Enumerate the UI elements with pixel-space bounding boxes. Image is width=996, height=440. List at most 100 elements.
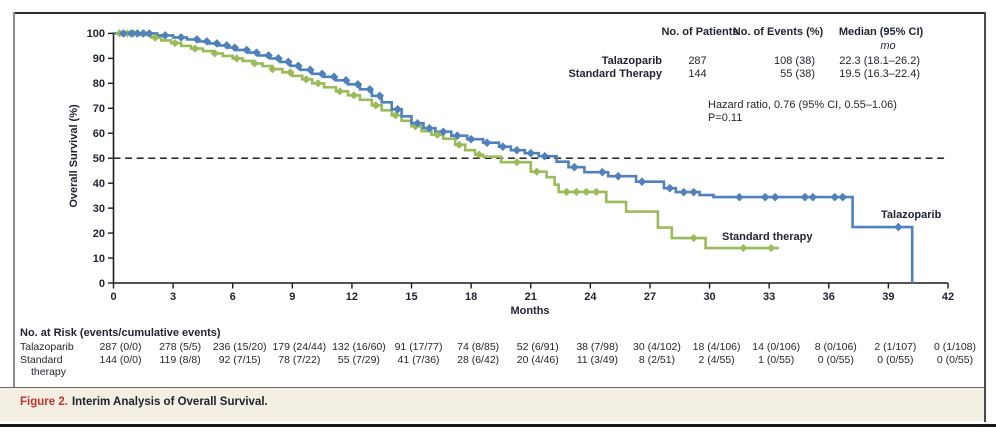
median-unit-note: mo	[880, 40, 896, 52]
censor-mark-talazoparib	[212, 39, 222, 48]
x-tick-label: 21	[525, 291, 537, 303]
censor-mark-standard-therapy	[210, 49, 219, 58]
at-risk-cell: 2 (1/107)	[874, 341, 917, 353]
x-tick-label: 24	[584, 291, 597, 303]
at-risk-cell: 78 (7/22)	[278, 354, 321, 366]
at-risk-cell: 20 (4/46)	[516, 354, 559, 366]
censor-mark-standard-therapy	[314, 79, 323, 88]
censor-mark-talazoparib	[284, 57, 293, 67]
censor-mark-talazoparib	[452, 131, 462, 141]
y-tick-label: 60	[93, 128, 105, 140]
x-tick-label: 39	[882, 291, 894, 303]
standard-curve-label: Standard therapy	[722, 231, 813, 243]
at-risk-cell: 0 (1/108)	[933, 341, 977, 353]
censor-mark-talazoparib	[613, 171, 623, 181]
talazoparib-curve-label: Talazoparib	[881, 209, 942, 221]
x-tick-label: 30	[703, 291, 715, 303]
censor-mark-standard-therapy	[250, 59, 259, 68]
censor-mark-standard-therapy	[349, 91, 359, 100]
censor-mark-talazoparib	[264, 51, 273, 60]
y-tick-label: 40	[93, 178, 105, 190]
hazard-ratio-text: Hazard ratio, 0.76 (95% CI, 0.55–1.06)	[708, 99, 897, 111]
at-risk-cell: 74 (8/85)	[457, 341, 500, 353]
censor-mark-talazoparib	[375, 91, 385, 101]
at-risk-row-label: Talazoparib	[20, 341, 74, 353]
col-header-median: Median (95% CI)	[838, 26, 924, 38]
y-tick-label: 50	[93, 153, 105, 165]
x-tick-label: 33	[763, 291, 775, 303]
at-risk-cell: 0 (0/55)	[877, 354, 914, 366]
figure-caption-text: Interim Analysis of Overall Survival.	[71, 396, 268, 408]
km-curve-standard-therapy	[113, 32, 780, 250]
censor-mark-talazoparib	[144, 29, 154, 38]
censor-mark-standard-therapy	[335, 87, 345, 96]
x-tick-label: 12	[346, 291, 358, 303]
censor-mark-talazoparib	[498, 142, 508, 152]
at-risk-cell: 8 (0/106)	[814, 341, 857, 353]
censor-mark-standard-therapy	[268, 64, 277, 74]
censor-mark-talazoparib	[482, 138, 492, 148]
x-tick-label: 9	[289, 291, 295, 303]
censor-mark-standard-therapy	[170, 39, 180, 48]
y-tick-label: 30	[93, 203, 105, 215]
p-value-text: P=0.11	[708, 112, 743, 124]
censor-mark-talazoparib	[222, 41, 232, 50]
censor-mark-talazoparib	[512, 145, 522, 155]
censor-mark-talazoparib	[808, 192, 818, 202]
censor-mark-standard-therapy	[151, 33, 160, 42]
censor-mark-standard-therapy	[689, 233, 698, 243]
left-rule	[13, 12, 15, 388]
at-risk-cell: 0 (0/55)	[936, 354, 974, 366]
censor-mark-talazoparib	[119, 29, 128, 38]
censor-mark-standard-therapy	[582, 187, 591, 196]
y-tick-label: 0	[99, 278, 105, 290]
censor-mark-standard-therapy	[572, 187, 581, 196]
at-risk-cell: 92 (7/15)	[218, 354, 261, 366]
censor-mark-standard-therapy	[371, 101, 380, 110]
y-tick-label: 100	[87, 28, 105, 40]
row-label-talazoparib: Talazoparib	[601, 55, 662, 67]
y-tick-label: 80	[93, 78, 105, 90]
x-tick-label: 42	[942, 291, 954, 303]
censor-mark-talazoparib	[230, 43, 240, 52]
col-header-patients: No. of Patients	[661, 26, 739, 38]
censor-mark-talazoparib	[329, 72, 339, 82]
censor-mark-talazoparib	[139, 29, 148, 38]
at-risk-title: No. at Risk (events/cumulative events)	[20, 327, 221, 339]
at-risk-cell: 0 (0/55)	[817, 354, 854, 366]
at-risk-cell: 38 (7/98)	[576, 341, 619, 353]
censor-mark-talazoparib	[597, 167, 607, 177]
at-risk-cell: 91 (17/77)	[394, 341, 443, 353]
censor-mark-talazoparib	[305, 65, 315, 75]
at-risk-cell: 132 (16/60)	[332, 341, 386, 353]
censor-mark-standard-therapy	[562, 187, 571, 196]
censor-mark-talazoparib	[665, 183, 675, 193]
at-risk-cell: 30 (4/102)	[633, 341, 681, 353]
censor-mark-talazoparib	[439, 127, 448, 137]
censor-mark-talazoparib	[838, 192, 847, 202]
talazoparib-events: 108 (38)	[774, 55, 815, 67]
censor-mark-standard-therapy	[455, 140, 464, 149]
x-tick-label: 18	[465, 291, 477, 303]
talazoparib-patients: 287	[688, 55, 707, 67]
y-tick-label: 10	[93, 253, 105, 265]
at-risk-cell: 278 (5/5)	[159, 341, 202, 353]
censor-mark-talazoparib	[202, 37, 212, 46]
at-risk-cell: 11 (3/49)	[576, 354, 618, 366]
x-axis-title: Months	[510, 305, 550, 317]
censor-mark-talazoparib	[540, 151, 549, 161]
x-tick-label: 6	[230, 291, 236, 303]
censor-mark-talazoparib	[365, 85, 375, 94]
censor-mark-talazoparib	[735, 192, 744, 202]
censor-mark-standard-therapy	[592, 187, 601, 196]
at-risk-cell: 41 (7/36)	[397, 354, 440, 366]
censor-mark-talazoparib	[894, 222, 903, 232]
censor-mark-talazoparib	[393, 104, 402, 114]
censor-mark-standard-therapy	[302, 75, 311, 84]
at-risk-cell: 18 (4/106)	[692, 341, 741, 353]
y-tick-label: 70	[93, 103, 105, 115]
at-risk-cell: 28 (6/42)	[457, 354, 500, 366]
standard-patients: 144	[688, 68, 707, 80]
